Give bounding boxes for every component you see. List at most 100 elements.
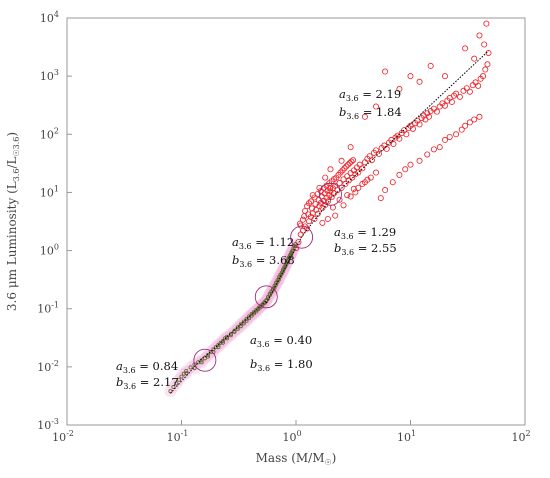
coef-value: = 2.17 xyxy=(136,375,179,389)
x-tick-exponent: 2 xyxy=(525,429,530,438)
y-axis-label: 3.6 μm Luminosity (L3.6/L☉3.6) xyxy=(5,132,21,311)
coef-symbol: b xyxy=(339,105,346,119)
data-point xyxy=(307,198,314,205)
data-point xyxy=(430,146,437,153)
coef-symbol: a xyxy=(334,225,341,239)
data-point xyxy=(291,246,296,251)
data-point xyxy=(324,215,331,222)
fit-line-segment xyxy=(300,199,331,239)
data-point xyxy=(211,347,216,352)
data-point xyxy=(355,169,362,176)
data-point xyxy=(352,171,359,178)
data-point xyxy=(313,206,320,213)
data-point xyxy=(319,204,326,211)
data-point xyxy=(403,131,410,138)
data-point xyxy=(352,189,359,196)
fit-coefficient-a: a3.6 = 2.19 xyxy=(339,87,401,103)
data-point xyxy=(359,180,366,187)
fit-coefficient-b: b3.6 = 3.68 xyxy=(232,253,295,269)
halo-point xyxy=(195,356,208,369)
data-point xyxy=(349,174,356,181)
coef-symbol: a xyxy=(116,359,123,373)
data-point xyxy=(179,374,184,379)
coef-symbol: b xyxy=(232,253,239,267)
break-circles-layer xyxy=(193,182,342,372)
y-axis-label-sub1: 3.6 xyxy=(12,169,21,182)
data-point xyxy=(225,334,230,339)
coef-value: = 1.12 xyxy=(252,235,295,249)
y-tick-exponent: 4 xyxy=(54,10,59,19)
data-point xyxy=(184,371,189,376)
data-point xyxy=(392,134,399,141)
fit-line-segment xyxy=(265,238,302,304)
coef-subscript: 3.6 xyxy=(257,340,270,349)
x-tick-exponent: -1 xyxy=(181,429,189,438)
fit-line-segment xyxy=(170,355,206,394)
fit-line-layer xyxy=(170,50,489,394)
y-axis-label-close: ) xyxy=(5,132,19,137)
data-point xyxy=(344,192,351,199)
data-point xyxy=(241,321,246,326)
x-tick-exponent: 0 xyxy=(296,429,301,438)
coef-value: = 3.68 xyxy=(252,253,295,267)
data-point xyxy=(373,169,380,176)
coef-symbol: b xyxy=(116,375,123,389)
data-point xyxy=(311,194,318,201)
data-point xyxy=(350,185,357,192)
data-point xyxy=(319,219,326,226)
axes-layer: 10-2 10-1 100 101 10210-310-210-110010110210… xyxy=(5,10,531,467)
data-point xyxy=(396,135,403,142)
fit-coefficient-a: a3.6 = 0.84 xyxy=(116,359,178,375)
data-point xyxy=(254,308,259,313)
y-tick-base: 10 xyxy=(40,186,54,199)
y-tick-base: 10 xyxy=(40,70,54,83)
data-point xyxy=(456,93,463,100)
y-tick-label: 101 xyxy=(40,184,59,199)
data-point xyxy=(205,352,210,357)
data-point xyxy=(322,174,329,181)
fit-line-segment xyxy=(330,50,489,199)
data-point xyxy=(466,119,473,126)
y-tick-base: 10 xyxy=(40,128,54,141)
x-tick-label: 10-1 xyxy=(167,429,189,444)
data-point xyxy=(216,342,221,347)
data-point xyxy=(368,157,375,164)
data-point xyxy=(256,305,261,310)
data-point xyxy=(341,165,348,172)
data-point xyxy=(327,166,334,173)
data-point xyxy=(462,122,469,129)
y-tick-label: 104 xyxy=(40,10,59,25)
y-tick-base: 10 xyxy=(40,12,54,25)
data-point xyxy=(451,92,458,99)
data-point xyxy=(347,193,354,200)
data-point xyxy=(436,144,443,151)
data-point xyxy=(481,41,488,48)
data-point xyxy=(289,251,294,256)
x-tick-base: 10 xyxy=(167,431,181,444)
data-point xyxy=(458,126,465,133)
x-tick-base: 10 xyxy=(397,431,411,444)
data-point xyxy=(220,338,225,343)
y-tick-label: 10-2 xyxy=(37,359,59,374)
data-point xyxy=(373,147,380,154)
y-tick-base: 10 xyxy=(37,419,51,432)
data-point xyxy=(409,125,416,132)
x-tick-exponent: 1 xyxy=(411,429,416,438)
fit-coefficient-b: b3.6 = 2.55 xyxy=(334,241,397,257)
coef-symbol: b xyxy=(334,241,341,255)
halo-point xyxy=(195,354,208,367)
coef-value: = 2.55 xyxy=(354,241,397,255)
coef-symbol: a xyxy=(232,235,239,249)
data-point xyxy=(304,203,311,210)
coef-value: = 1.84 xyxy=(359,105,402,119)
break-circle xyxy=(290,225,314,249)
y-axis-label-sub2: ☉3.6 xyxy=(12,137,21,157)
x-tick-label: 100 xyxy=(282,429,301,444)
data-point xyxy=(174,381,179,386)
data-point xyxy=(485,50,492,57)
data-point xyxy=(433,108,440,115)
data-point xyxy=(171,385,176,390)
fit-coefficient-a: a3.6 = 1.12 xyxy=(232,235,294,251)
data-point xyxy=(436,103,443,110)
x-tick-exponent: -2 xyxy=(66,429,74,438)
